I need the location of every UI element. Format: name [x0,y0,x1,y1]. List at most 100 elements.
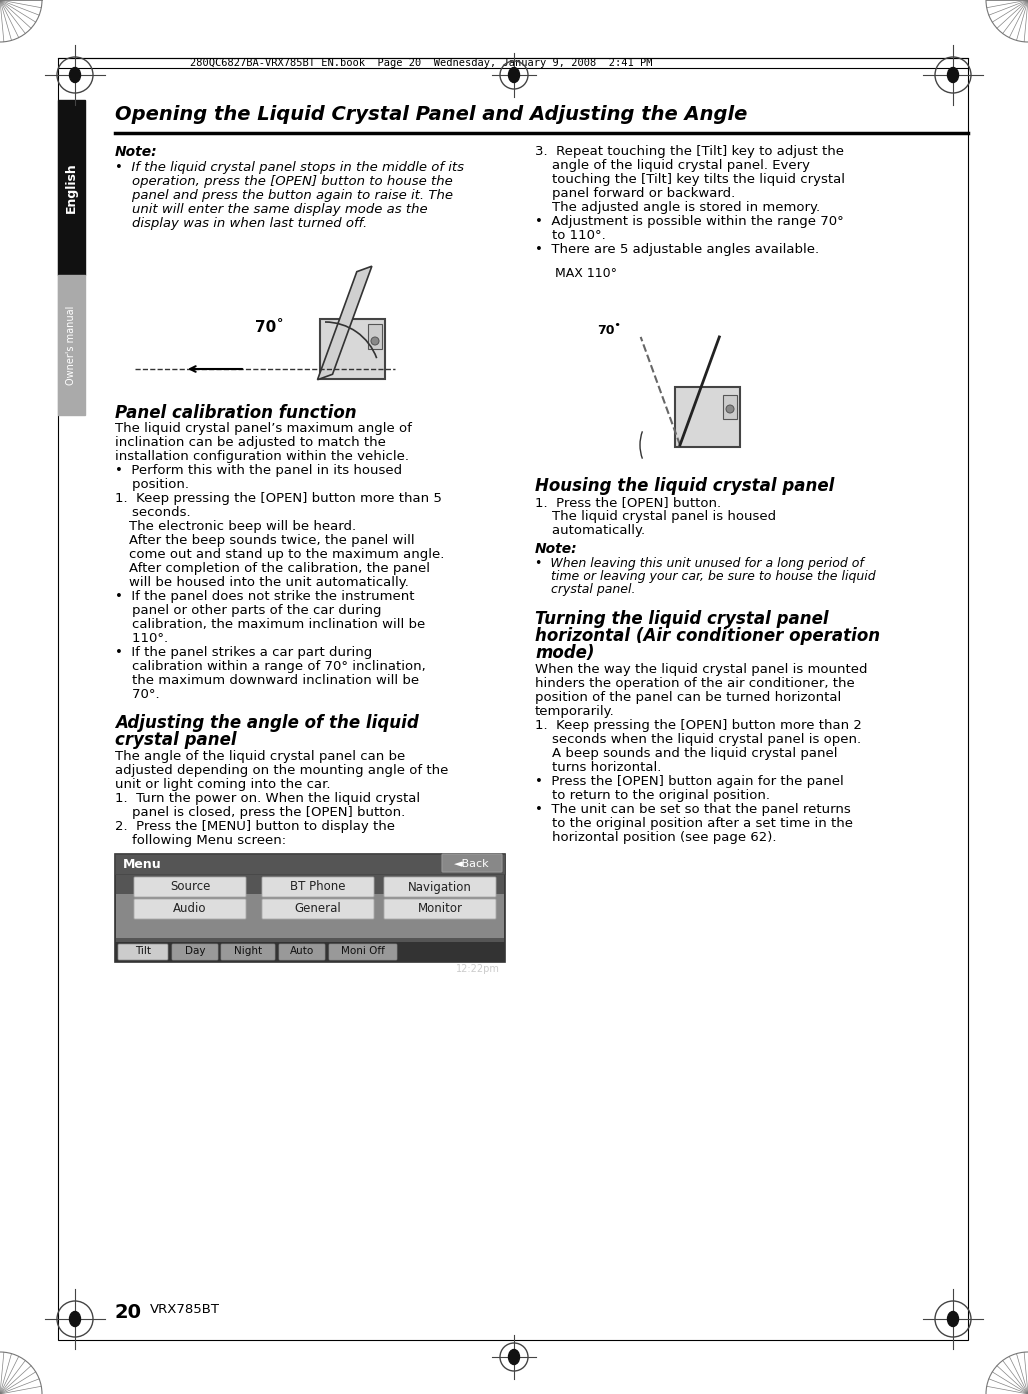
Bar [58,100,85,275]
Text: position.: position. [115,478,189,491]
FancyBboxPatch shape [172,944,218,960]
Text: Owner's manual: Owner's manual [66,305,76,385]
Text: 3.  Repeat touching the [​Tilt​] key to adjust the: 3. Repeat touching the [​Tilt​] key to a… [535,145,844,158]
Text: Note:: Note: [535,542,578,556]
Text: automatically.: automatically. [535,524,646,537]
Text: mode): mode) [535,644,594,662]
Text: Navigation: Navigation [408,881,472,894]
Text: After completion of the calibration, the panel: After completion of the calibration, the… [128,562,430,574]
FancyBboxPatch shape [134,899,246,919]
Text: inclination can be adjusted to match the: inclination can be adjusted to match the [115,436,386,449]
Text: 1.  Turn the power on. When the liquid crystal: 1. Turn the power on. When the liquid cr… [115,792,420,804]
Text: 1.  Keep pressing the [​OPEN​] button more than 5: 1. Keep pressing the [​OPEN​] button mor… [115,492,442,505]
Text: Moni Off: Moni Off [341,947,384,956]
Text: come out and stand up to the maximum angle.: come out and stand up to the maximum ang… [128,548,444,560]
Text: Night: Night [234,947,262,956]
Text: seconds.: seconds. [115,506,190,519]
Text: position of the panel can be turned horizontal: position of the panel can be turned hori… [535,691,841,704]
Bar [368,323,382,348]
Text: Turning the liquid crystal panel: Turning the liquid crystal panel [535,611,829,629]
Text: the maximum downward inclination will be: the maximum downward inclination will be [115,675,419,687]
Text: BT Phone: BT Phone [290,881,345,894]
Text: Housing the liquid crystal panel: Housing the liquid crystal panel [535,477,835,495]
Text: Audio: Audio [174,902,207,916]
Bar [115,942,505,962]
Text: display was in when last turned off.: display was in when last turned off. [115,217,367,230]
Text: calibration within a range of 70° inclination,: calibration within a range of 70° inclin… [115,659,426,673]
Text: Note:: Note: [115,145,157,159]
Text: •  Adjustment is possible within the range 70°: • Adjustment is possible within the rang… [535,215,844,229]
Bar [116,894,504,938]
Text: Adjusting the angle of the liquid: Adjusting the angle of the liquid [115,714,418,732]
Text: seconds when the liquid crystal panel is open.: seconds when the liquid crystal panel is… [535,733,861,746]
FancyBboxPatch shape [384,877,495,896]
Text: MAX 110°: MAX 110° [555,268,617,280]
Text: The electronic beep will be heard.: The electronic beep will be heard. [128,520,356,533]
Text: 2.  Press the [​MENU​] button to display the: 2. Press the [​MENU​] button to display … [115,820,395,834]
FancyBboxPatch shape [279,944,325,960]
Bar [115,855,505,962]
Text: hinders the operation of the air conditioner, the: hinders the operation of the air conditi… [535,677,854,690]
Text: ◄Back: ◄Back [454,859,489,868]
Text: crystal panel: crystal panel [115,730,236,749]
Text: horizontal (Air conditioner operation: horizontal (Air conditioner operation [535,627,880,645]
Text: •  If the liquid crystal panel stops in the middle of its: • If the liquid crystal panel stops in t… [115,160,464,174]
Text: •  If the panel strikes a car part during: • If the panel strikes a car part during [115,645,372,659]
Text: •  If the panel does not strike the instrument: • If the panel does not strike the instr… [115,590,414,604]
Text: The liquid crystal panel’s maximum angle of: The liquid crystal panel’s maximum angle… [115,422,412,435]
Text: •  The unit can be set so that the panel returns: • The unit can be set so that the panel … [535,803,851,815]
Bar [723,395,737,420]
Text: calibration, the maximum inclination will be: calibration, the maximum inclination wil… [115,618,426,631]
Text: 70˚: 70˚ [255,319,284,335]
Text: temporarily.: temporarily. [535,705,615,718]
Circle shape [726,406,734,413]
Bar [320,319,386,379]
FancyBboxPatch shape [442,855,502,873]
Text: following Menu screen:: following Menu screen: [115,834,286,848]
Text: •  There are 5 adjustable angles available.: • There are 5 adjustable angles availabl… [535,243,819,256]
Ellipse shape [948,1312,958,1327]
Text: touching the [​Tilt​] key tilts the liquid crystal: touching the [​Tilt​] key tilts the liqu… [535,173,845,185]
Text: Auto: Auto [290,947,315,956]
Text: 70°.: 70°. [115,689,159,701]
FancyBboxPatch shape [262,877,374,896]
Bar [675,388,740,447]
Text: 20: 20 [115,1303,142,1322]
Text: angle of the liquid crystal panel. Every: angle of the liquid crystal panel. Every [535,159,810,171]
FancyBboxPatch shape [134,877,246,896]
Text: Menu: Menu [123,857,161,870]
Ellipse shape [509,67,519,82]
Text: unit or light coming into the car.: unit or light coming into the car. [115,778,330,790]
Text: •  Press the [​OPEN​] button again for the panel: • Press the [​OPEN​] button again for th… [535,775,844,788]
Text: 1.  Keep pressing the [​OPEN​] button more than 2: 1. Keep pressing the [​OPEN​] button mor… [535,719,861,732]
Text: When the way the liquid crystal panel is mounted: When the way the liquid crystal panel is… [535,664,868,676]
Text: VRX785BT: VRX785BT [150,1303,220,1316]
FancyBboxPatch shape [329,944,397,960]
Text: turns horizontal.: turns horizontal. [535,761,661,774]
Text: The angle of the liquid crystal panel can be: The angle of the liquid crystal panel ca… [115,750,405,763]
Text: After the beep sounds twice, the panel will: After the beep sounds twice, the panel w… [128,534,414,546]
Text: •  Perform this with the panel in its housed: • Perform this with the panel in its hou… [115,464,402,477]
Text: Source: Source [170,881,210,894]
Text: to the original position after a set time in the: to the original position after a set tim… [535,817,853,829]
Text: Monitor: Monitor [417,902,463,916]
Text: adjusted depending on the mounting angle of the: adjusted depending on the mounting angle… [115,764,448,776]
Text: •  When leaving this unit unused for a long period of: • When leaving this unit unused for a lo… [535,558,864,570]
Polygon shape [318,266,372,379]
FancyBboxPatch shape [221,944,276,960]
Text: The liquid crystal panel is housed: The liquid crystal panel is housed [535,510,776,523]
Text: panel is closed, press the [​OPEN​] button.: panel is closed, press the [​OPEN​] butt… [115,806,405,820]
Ellipse shape [948,67,958,82]
Text: General: General [295,902,341,916]
Text: to 110°.: to 110°. [535,229,605,243]
Text: 70˚: 70˚ [597,323,621,337]
Text: time or leaving your car, be sure to house the liquid: time or leaving your car, be sure to hou… [535,570,876,583]
Text: horizontal position (see page 62).: horizontal position (see page 62). [535,831,776,843]
FancyBboxPatch shape [118,944,168,960]
Ellipse shape [509,1349,519,1365]
Text: to return to the original position.: to return to the original position. [535,789,770,802]
FancyBboxPatch shape [262,899,374,919]
Text: panel or other parts of the car during: panel or other parts of the car during [115,604,381,618]
Text: will be housed into the unit automatically.: will be housed into the unit automatical… [128,576,409,590]
Text: unit will enter the same display mode as the: unit will enter the same display mode as… [115,204,428,216]
